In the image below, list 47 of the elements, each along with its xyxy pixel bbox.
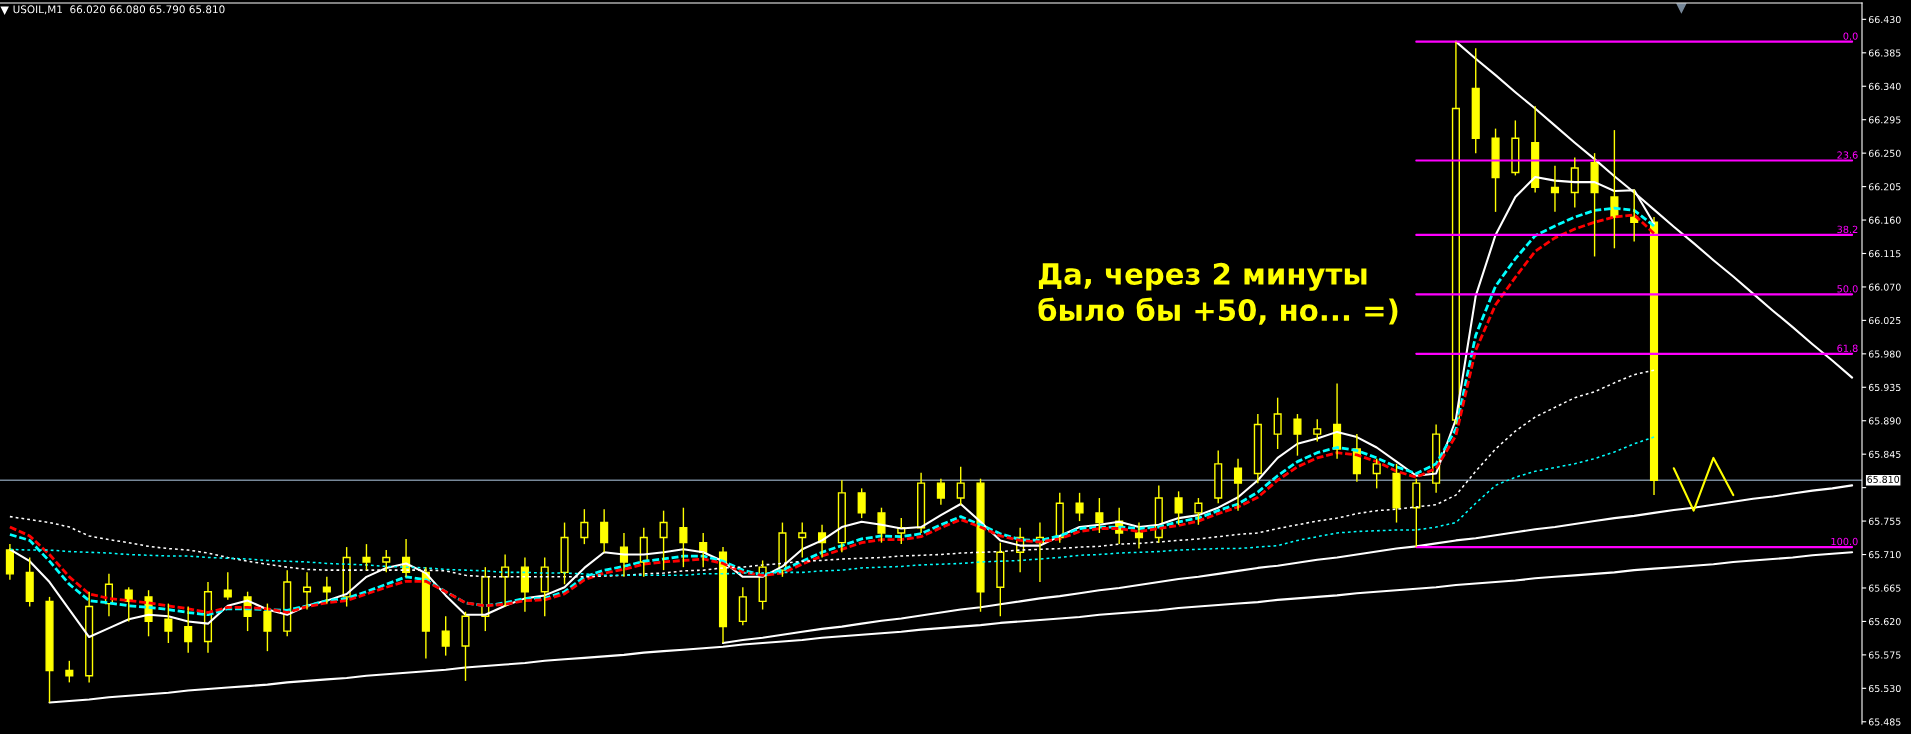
y-tick-label: 65.575 xyxy=(1868,651,1901,659)
y-tick-label: 65.935 xyxy=(1868,383,1901,392)
y-tick-label: 65.620 xyxy=(1868,618,1901,626)
annotation: 38.2 xyxy=(1837,225,1858,234)
candlestick xyxy=(917,472,926,534)
y-tick-label: 66.250 xyxy=(1868,149,1901,157)
y-tick-label: 66.295 xyxy=(1868,116,1901,124)
candlestick xyxy=(936,478,945,506)
y-tick-label: 66.070 xyxy=(1868,283,1901,291)
candlestick xyxy=(837,479,846,553)
candlestick xyxy=(520,556,529,613)
y-tick-label: 66.385 xyxy=(1868,49,1901,57)
annotation: 100.0 xyxy=(1831,537,1858,546)
candlestick xyxy=(5,543,14,581)
candlestick xyxy=(1451,40,1460,426)
candlestick xyxy=(600,508,609,553)
candlestick xyxy=(501,553,510,608)
y-tick-label: 65.755 xyxy=(1868,517,1901,525)
ref-line-label: 65.810 xyxy=(1867,475,1900,483)
candlestick xyxy=(1233,457,1243,512)
annotation: 0.0 xyxy=(1843,32,1858,40)
y-tick-label: 65.710 xyxy=(1868,551,1901,559)
annotation: Да, через 2 минуты было бы +50, но... =) xyxy=(1038,262,1398,325)
chart-title: USOIL,M1 66.020 66.080 65.790 65.810 xyxy=(13,5,225,15)
y-tick-label: 65.980 xyxy=(1868,350,1901,358)
candlestick xyxy=(1253,413,1262,484)
y-tick-label: 66.205 xyxy=(1868,183,1901,191)
y-tick-label: 65.665 xyxy=(1868,584,1901,592)
y-tick-label: 66.340 xyxy=(1868,82,1901,90)
line-series xyxy=(1672,456,1735,512)
candlestick xyxy=(679,507,688,568)
candlestick xyxy=(184,605,193,654)
annotation: 23.6 xyxy=(1837,151,1858,159)
y-tick-label: 66.160 xyxy=(1868,216,1901,224)
y-tick-label: 66.115 xyxy=(1868,250,1901,258)
candlestick xyxy=(1649,216,1659,496)
annotation: 61.8 xyxy=(1837,344,1858,352)
candlestick xyxy=(1550,165,1560,213)
y-tick-label: 65.890 xyxy=(1868,417,1901,425)
y-tick-label: 66.025 xyxy=(1868,316,1901,325)
y-tick-label: 65.485 xyxy=(1868,718,1901,726)
y-tick-label: 65.845 xyxy=(1868,450,1901,458)
annotation: 50.0 xyxy=(1837,285,1858,293)
y-tick-label: 66.430 xyxy=(1868,15,1901,24)
y-tick-label: 65.530 xyxy=(1868,684,1901,693)
candlestick xyxy=(738,586,747,626)
candlestick xyxy=(85,590,94,684)
